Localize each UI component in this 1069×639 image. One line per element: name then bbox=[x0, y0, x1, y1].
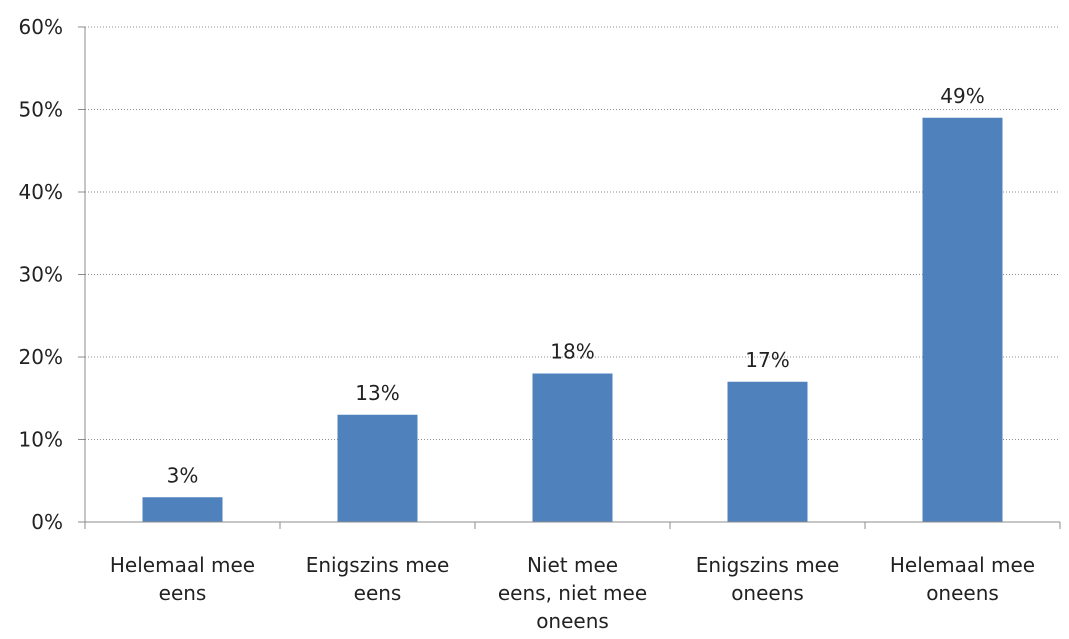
category-label: Niet mee eens, niet mee oneens bbox=[498, 553, 647, 633]
y-axis-tick-labels: 0% 10% 20% 30% 40% 50% 60% bbox=[19, 15, 63, 534]
bars bbox=[142, 117, 1003, 522]
y-tick-label: 50% bbox=[19, 98, 63, 122]
category-label: Enigszins mee oneens bbox=[696, 553, 840, 605]
category-label: Helemaal mee eens bbox=[110, 553, 255, 605]
bar bbox=[922, 117, 1003, 522]
bar bbox=[727, 381, 808, 522]
data-label: 3% bbox=[167, 463, 199, 487]
y-tick-label: 40% bbox=[19, 180, 63, 204]
axes bbox=[78, 26, 1061, 529]
gridlines bbox=[85, 26, 1060, 440]
y-tick-label: 30% bbox=[19, 263, 63, 287]
data-label: 17% bbox=[745, 348, 789, 372]
y-tick-label: 60% bbox=[19, 15, 63, 39]
bar bbox=[337, 414, 418, 522]
category-label: Enigszins mee eens bbox=[306, 553, 450, 605]
data-label: 13% bbox=[355, 381, 399, 405]
category-label: Helemaal mee oneens bbox=[890, 553, 1035, 605]
y-tick-label: 20% bbox=[19, 345, 63, 369]
bar bbox=[532, 373, 613, 522]
y-tick-label: 0% bbox=[31, 510, 63, 534]
bar bbox=[142, 497, 223, 522]
data-label: 18% bbox=[550, 340, 594, 364]
data-labels: 3% 13% 18% 17% 49% bbox=[167, 84, 985, 488]
category-labels: Helemaal mee eens Enigszins mee eens Niet me… bbox=[110, 553, 1035, 633]
data-label: 49% bbox=[940, 84, 984, 108]
y-tick-label: 10% bbox=[19, 428, 63, 452]
